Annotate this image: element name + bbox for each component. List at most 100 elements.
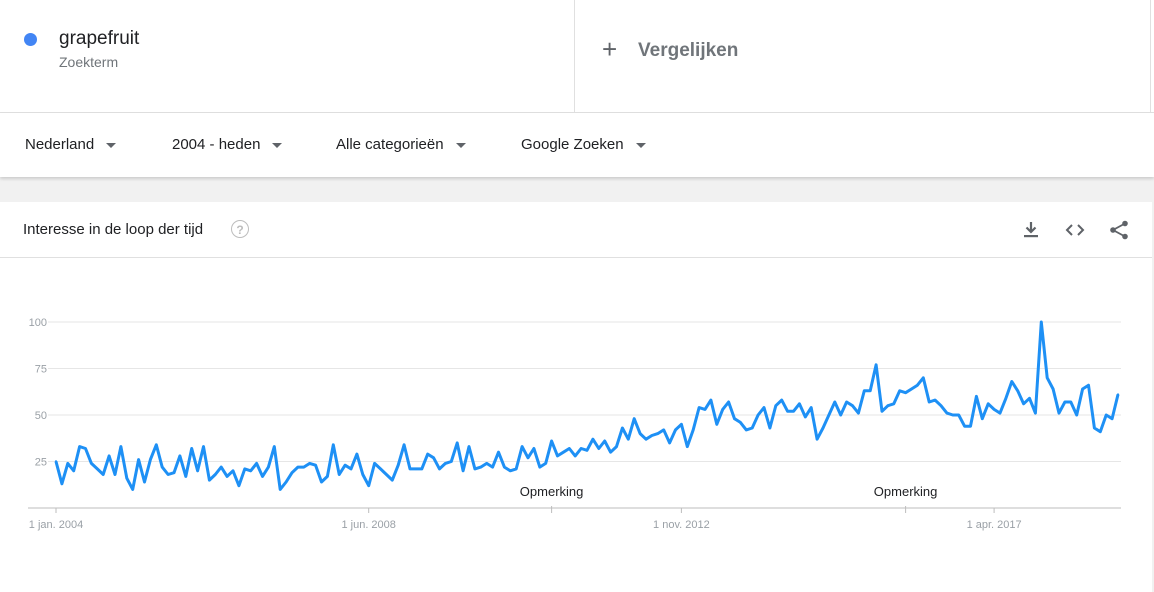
x-tick-label: 1 jun. 2008 bbox=[341, 519, 395, 531]
embed-code-icon[interactable] bbox=[1063, 218, 1087, 242]
region-dropdown-label: Nederland bbox=[25, 136, 95, 153]
data-point bbox=[1081, 387, 1084, 391]
data-point bbox=[243, 467, 246, 471]
data-point bbox=[798, 402, 801, 406]
data-point bbox=[715, 423, 718, 426]
annotation-label: Opmerking bbox=[874, 484, 938, 499]
data-point bbox=[668, 441, 671, 445]
data-point bbox=[1069, 400, 1073, 404]
data-point bbox=[981, 417, 984, 420]
data-point bbox=[320, 480, 323, 484]
data-point bbox=[550, 439, 553, 443]
data-point bbox=[544, 462, 547, 465]
data-point bbox=[615, 445, 618, 448]
data-point bbox=[184, 475, 187, 478]
data-point bbox=[874, 363, 878, 366]
data-point bbox=[491, 465, 494, 469]
data-point bbox=[686, 445, 689, 448]
data-point bbox=[84, 447, 87, 450]
data-point bbox=[992, 408, 996, 411]
data-point bbox=[1105, 413, 1108, 417]
data-point bbox=[904, 391, 907, 394]
data-point bbox=[361, 473, 364, 476]
data-point bbox=[338, 473, 341, 476]
data-point bbox=[379, 467, 382, 471]
data-point bbox=[833, 400, 836, 404]
data-point bbox=[780, 398, 783, 402]
data-point bbox=[532, 447, 536, 450]
period-dropdown-label: 2004 - heden bbox=[172, 136, 261, 153]
data-point bbox=[650, 434, 654, 437]
data-point bbox=[249, 469, 252, 472]
data-point bbox=[709, 398, 713, 402]
data-point bbox=[886, 404, 890, 407]
data-point bbox=[255, 462, 258, 465]
data-point bbox=[367, 484, 370, 487]
search-property-dropdown[interactable]: Google Zoeken bbox=[521, 136, 646, 153]
data-point bbox=[485, 462, 488, 465]
card-header: Interesse in de loop der tijd ? bbox=[0, 202, 1152, 258]
data-point bbox=[231, 469, 235, 472]
data-point bbox=[880, 410, 884, 413]
data-point bbox=[810, 406, 813, 409]
data-point bbox=[815, 437, 819, 441]
period-dropdown[interactable]: 2004 - heden bbox=[172, 136, 283, 153]
data-point bbox=[768, 426, 772, 430]
data-point bbox=[898, 389, 901, 393]
data-point bbox=[208, 478, 211, 482]
data-point bbox=[579, 447, 583, 450]
data-point bbox=[497, 451, 500, 454]
category-dropdown[interactable]: Alle categorieën bbox=[336, 136, 466, 153]
data-point bbox=[1063, 400, 1067, 404]
data-point bbox=[703, 408, 707, 411]
data-point bbox=[538, 465, 541, 469]
data-point bbox=[137, 458, 140, 461]
share-icon[interactable] bbox=[1107, 218, 1131, 242]
data-point bbox=[54, 460, 58, 463]
data-point bbox=[745, 428, 748, 432]
data-point bbox=[66, 462, 70, 465]
data-point bbox=[196, 469, 199, 472]
data-point bbox=[308, 462, 311, 465]
compare-button[interactable]: + Vergelijken bbox=[575, 0, 1151, 112]
data-point bbox=[102, 473, 105, 476]
data-point bbox=[473, 467, 477, 471]
data-point bbox=[161, 465, 164, 469]
data-point bbox=[733, 417, 736, 420]
data-point bbox=[969, 424, 972, 428]
data-point bbox=[273, 445, 276, 448]
data-point bbox=[220, 465, 223, 469]
data-point bbox=[444, 462, 447, 465]
data-point bbox=[349, 467, 353, 471]
search-property-dropdown-label: Google Zoeken bbox=[521, 136, 624, 153]
caret-down-icon bbox=[106, 143, 117, 148]
data-point bbox=[1051, 387, 1055, 391]
data-point bbox=[804, 415, 807, 419]
data-point bbox=[627, 437, 630, 441]
data-point bbox=[202, 445, 205, 448]
data-point bbox=[261, 475, 264, 478]
data-point bbox=[450, 460, 453, 463]
caret-down-icon bbox=[455, 143, 466, 148]
plus-icon: + bbox=[602, 34, 618, 64]
data-point bbox=[892, 402, 895, 406]
data-point bbox=[385, 473, 388, 476]
data-point bbox=[1110, 417, 1114, 420]
caret-down-icon bbox=[272, 143, 283, 148]
data-point bbox=[72, 469, 75, 472]
data-point bbox=[314, 464, 317, 467]
data-point bbox=[1046, 376, 1049, 379]
data-point bbox=[827, 413, 831, 417]
help-icon[interactable]: ? bbox=[231, 220, 249, 238]
data-point bbox=[438, 467, 441, 471]
region-dropdown[interactable]: Nederland bbox=[25, 136, 117, 153]
data-point bbox=[1099, 430, 1102, 433]
card-title: Interesse in de loop der tijd bbox=[23, 221, 204, 238]
data-point bbox=[957, 413, 960, 417]
data-point bbox=[1028, 397, 1031, 400]
data-point bbox=[603, 439, 606, 443]
search-term-card[interactable]: grapefruit Zoekterm bbox=[0, 0, 575, 112]
data-point bbox=[609, 451, 612, 454]
filter-bar: Nederland 2004 - heden Alle categorieën … bbox=[0, 113, 1154, 177]
download-icon[interactable] bbox=[1019, 218, 1043, 242]
